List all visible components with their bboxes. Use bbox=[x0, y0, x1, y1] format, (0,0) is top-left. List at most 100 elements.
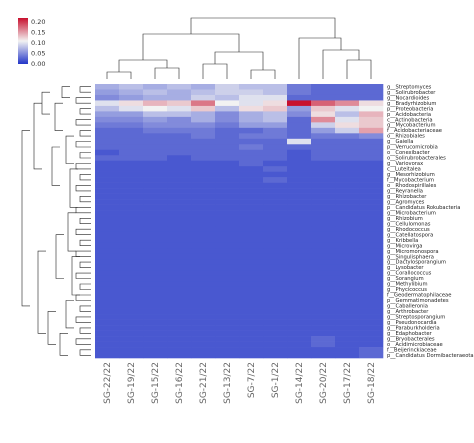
heatmap-cell bbox=[119, 336, 144, 342]
heatmap-cell bbox=[311, 204, 336, 211]
heatmap-cell bbox=[359, 138, 384, 145]
heatmap-cell bbox=[191, 237, 216, 244]
colorbar-tick-label: 0.00 bbox=[31, 60, 45, 68]
heatmap-cell bbox=[311, 149, 336, 156]
heatmap-cell bbox=[359, 259, 384, 266]
heatmap-cell bbox=[239, 226, 264, 233]
heatmap-cell bbox=[191, 149, 216, 156]
row-label: g__Mycobacterium bbox=[387, 123, 436, 129]
heatmap-cell bbox=[359, 336, 384, 342]
heatmap-cell bbox=[287, 199, 312, 205]
heatmap-cell bbox=[95, 177, 120, 183]
heatmap-cell bbox=[287, 166, 312, 172]
heatmap-cell bbox=[191, 314, 216, 320]
heatmap-cell bbox=[167, 319, 192, 326]
heatmap-cell bbox=[167, 253, 192, 260]
heatmap-cell bbox=[167, 226, 192, 233]
heatmap-cell bbox=[215, 286, 240, 293]
heatmap-cell bbox=[239, 264, 264, 271]
heatmap-cell bbox=[359, 341, 384, 348]
heatmap-cell bbox=[167, 286, 192, 293]
heatmap-cell bbox=[119, 281, 144, 288]
heatmap-cell bbox=[143, 341, 168, 348]
row-label: g__Lysobacter bbox=[387, 265, 424, 271]
dendrogram-link bbox=[75, 294, 91, 301]
heatmap-cell bbox=[311, 352, 336, 359]
heatmap-cell bbox=[335, 325, 360, 331]
dendrogram-link bbox=[79, 239, 91, 246]
dendrogram-link bbox=[75, 119, 91, 126]
heatmap-cell bbox=[167, 193, 192, 200]
heatmap-cell bbox=[143, 347, 168, 353]
heatmap-cell bbox=[119, 253, 144, 260]
heatmap-cell bbox=[311, 275, 336, 282]
heatmap-cell bbox=[95, 89, 120, 96]
heatmap-cell bbox=[143, 325, 168, 331]
heatmap-cell bbox=[287, 127, 312, 134]
heatmap-cell bbox=[167, 116, 192, 123]
dendrogram-link bbox=[79, 152, 91, 159]
heatmap-cell bbox=[215, 138, 240, 145]
heatmap-cell bbox=[263, 264, 288, 271]
heatmap-cell bbox=[287, 149, 312, 156]
heatmap-cell bbox=[359, 237, 384, 244]
heatmap-cell bbox=[167, 210, 192, 216]
heatmap-cell bbox=[167, 204, 192, 211]
heatmap-cell bbox=[143, 237, 168, 244]
heatmap-cell bbox=[167, 144, 192, 151]
heatmap-cell bbox=[167, 325, 192, 331]
heatmap-cell bbox=[143, 264, 168, 271]
dendrogram-link bbox=[65, 300, 74, 329]
heatmap-cell bbox=[119, 133, 144, 140]
heatmap-cell bbox=[287, 248, 312, 255]
heatmap-cell bbox=[191, 122, 216, 129]
heatmap-cell bbox=[215, 204, 240, 211]
heatmap-cell bbox=[95, 144, 120, 151]
row-label: c__Actinobacteria bbox=[387, 117, 433, 123]
heatmap-cell bbox=[311, 215, 336, 222]
heatmap-cell bbox=[239, 308, 264, 315]
heatmap-cell bbox=[95, 155, 120, 162]
row-label: o__Rhodospirillales bbox=[387, 183, 437, 189]
heatmap-cell bbox=[167, 215, 192, 222]
heatmap-cell bbox=[263, 94, 288, 101]
row-label: g__Singulisphaera bbox=[387, 254, 434, 260]
heatmap-cell bbox=[287, 105, 312, 112]
heatmap-cell bbox=[239, 281, 264, 288]
heatmap-cell bbox=[311, 347, 336, 353]
row-label: g__Gaiella bbox=[387, 139, 413, 145]
heatmap-cell bbox=[239, 133, 264, 140]
heatmap-cell bbox=[287, 204, 312, 211]
dendrogram-link bbox=[51, 146, 60, 186]
heatmap-cell bbox=[167, 138, 192, 145]
heatmap-cell bbox=[239, 199, 264, 205]
heatmap-cell bbox=[239, 166, 264, 172]
heatmap-cell bbox=[239, 319, 264, 326]
heatmap-cell bbox=[287, 330, 312, 337]
heatmap-cell bbox=[359, 308, 384, 315]
heatmap-cell bbox=[359, 319, 384, 326]
heatmap-cell bbox=[119, 352, 144, 359]
heatmap-cell bbox=[215, 171, 240, 178]
heatmap-cell bbox=[191, 231, 216, 238]
heatmap-cell bbox=[215, 221, 240, 227]
heatmap-cell bbox=[215, 111, 240, 118]
dendrogram-link bbox=[69, 168, 78, 208]
heatmap-cell bbox=[95, 122, 120, 129]
heatmap-cell bbox=[143, 166, 168, 172]
heatmap-cell bbox=[215, 199, 240, 205]
heatmap-cell bbox=[287, 341, 312, 348]
heatmap-cell bbox=[167, 122, 192, 129]
heatmap-cell bbox=[215, 133, 240, 140]
row-label: g__Paraburkholderia bbox=[387, 326, 440, 332]
heatmap-cell bbox=[95, 308, 120, 315]
heatmap-cell bbox=[335, 352, 360, 359]
heatmap-cell bbox=[311, 89, 336, 96]
column-labels: SG-22/22 SG-19/22 SG-15/22 SG-16/22 SG-21/22… bbox=[103, 362, 377, 404]
heatmap-cell bbox=[311, 303, 336, 309]
heatmap-cell bbox=[287, 325, 312, 331]
heatmap-cell bbox=[239, 144, 264, 151]
row-labels: g__Streptomycesg__Solirubrobacterg__Noca… bbox=[387, 84, 474, 359]
heatmap-cell bbox=[167, 352, 192, 359]
heatmap-cell bbox=[287, 100, 312, 107]
